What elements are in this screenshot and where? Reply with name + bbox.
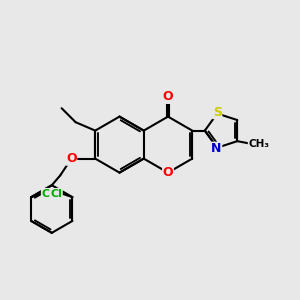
Text: O: O — [163, 90, 173, 104]
Text: O: O — [66, 152, 77, 165]
Text: N: N — [211, 142, 222, 155]
Text: O: O — [163, 166, 173, 179]
Text: Cl: Cl — [41, 188, 53, 199]
Text: Cl: Cl — [50, 188, 62, 199]
Text: CH₃: CH₃ — [248, 139, 269, 149]
Text: S: S — [213, 106, 222, 118]
